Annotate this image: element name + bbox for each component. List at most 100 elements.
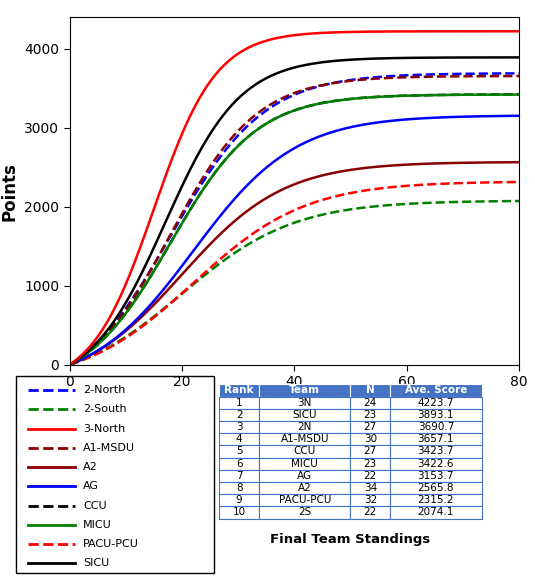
Text: SICU: SICU xyxy=(83,558,110,569)
Bar xyxy=(219,470,259,482)
Text: Rank: Rank xyxy=(224,386,254,395)
Bar xyxy=(219,494,259,507)
Bar xyxy=(350,433,390,445)
Text: 4: 4 xyxy=(236,434,242,444)
Text: 3893.1: 3893.1 xyxy=(418,410,454,420)
Bar xyxy=(259,421,350,433)
Text: 7: 7 xyxy=(236,471,242,481)
Text: 3690.7: 3690.7 xyxy=(418,422,454,432)
Text: PACU-PCU: PACU-PCU xyxy=(83,539,139,549)
Bar xyxy=(390,507,482,519)
Text: 32: 32 xyxy=(364,495,377,505)
Text: SICU: SICU xyxy=(293,410,317,420)
Text: 3423.7: 3423.7 xyxy=(418,446,454,456)
Bar xyxy=(390,482,482,494)
Bar xyxy=(259,384,350,397)
Bar xyxy=(390,494,482,507)
Bar xyxy=(350,397,390,409)
Bar xyxy=(219,397,259,409)
Text: 2565.8: 2565.8 xyxy=(418,483,454,493)
Bar xyxy=(350,482,390,494)
Bar xyxy=(350,409,390,421)
Text: MICU: MICU xyxy=(83,520,112,530)
Bar xyxy=(350,421,390,433)
Bar xyxy=(259,507,350,519)
Bar xyxy=(219,445,259,457)
Text: 3153.7: 3153.7 xyxy=(418,471,454,481)
Bar xyxy=(259,397,350,409)
Bar xyxy=(219,457,259,470)
Bar xyxy=(219,421,259,433)
Y-axis label: Points: Points xyxy=(1,162,18,221)
Text: 27: 27 xyxy=(364,446,377,456)
Bar xyxy=(259,433,350,445)
Text: 9: 9 xyxy=(236,495,242,505)
Text: 3422.6: 3422.6 xyxy=(418,459,454,468)
Text: PACU-PCU: PACU-PCU xyxy=(279,495,331,505)
Bar xyxy=(390,384,482,397)
Text: Final Team Standings: Final Team Standings xyxy=(270,533,431,546)
Bar xyxy=(219,409,259,421)
Bar xyxy=(390,409,482,421)
Bar xyxy=(219,507,259,519)
Text: 23: 23 xyxy=(364,410,377,420)
Text: Team: Team xyxy=(289,386,320,395)
Text: 22: 22 xyxy=(364,471,377,481)
Bar xyxy=(259,494,350,507)
Text: CCU: CCU xyxy=(294,446,316,456)
Text: 1: 1 xyxy=(236,398,242,408)
Text: 22: 22 xyxy=(364,508,377,518)
Bar xyxy=(350,494,390,507)
Bar xyxy=(390,445,482,457)
Bar xyxy=(259,409,350,421)
Bar xyxy=(259,470,350,482)
Text: 10: 10 xyxy=(233,508,246,518)
Bar xyxy=(219,433,259,445)
Bar xyxy=(219,482,259,494)
Text: Ave. Score: Ave. Score xyxy=(404,386,467,395)
Text: 2-North: 2-North xyxy=(83,385,126,395)
Text: A2: A2 xyxy=(298,483,311,493)
Text: AG: AG xyxy=(297,471,312,481)
Text: 5: 5 xyxy=(236,446,242,456)
Text: 6: 6 xyxy=(236,459,242,468)
Text: 2074.1: 2074.1 xyxy=(418,508,454,518)
Text: A1-MSDU: A1-MSDU xyxy=(83,443,135,453)
Bar xyxy=(390,470,482,482)
Text: 23: 23 xyxy=(364,459,377,468)
Bar xyxy=(350,445,390,457)
Bar xyxy=(259,457,350,470)
Text: CCU: CCU xyxy=(83,501,107,511)
Bar xyxy=(259,482,350,494)
Text: 8: 8 xyxy=(236,483,242,493)
X-axis label: Day: Day xyxy=(277,395,312,413)
Text: AG: AG xyxy=(83,481,100,492)
Text: A1-MSDU: A1-MSDU xyxy=(280,434,329,444)
Text: 34: 34 xyxy=(364,483,377,493)
Bar xyxy=(350,507,390,519)
Bar xyxy=(390,433,482,445)
Text: 2: 2 xyxy=(236,410,242,420)
Text: 3N: 3N xyxy=(297,398,312,408)
Text: MICU: MICU xyxy=(292,459,318,468)
Text: 3: 3 xyxy=(236,422,242,432)
Text: 27: 27 xyxy=(364,422,377,432)
Text: 2N: 2N xyxy=(297,422,312,432)
Text: 24: 24 xyxy=(364,398,377,408)
Bar xyxy=(390,397,482,409)
Bar xyxy=(390,421,482,433)
Text: 2S: 2S xyxy=(298,508,311,518)
Text: 2315.2: 2315.2 xyxy=(418,495,454,505)
Bar xyxy=(350,384,390,397)
Text: N: N xyxy=(366,386,374,395)
Bar xyxy=(259,445,350,457)
Bar xyxy=(350,470,390,482)
Text: 4223.7: 4223.7 xyxy=(418,398,454,408)
Bar xyxy=(390,457,482,470)
Text: A2: A2 xyxy=(83,462,98,472)
Text: 3657.1: 3657.1 xyxy=(418,434,454,444)
Bar xyxy=(219,384,259,397)
Text: 2-South: 2-South xyxy=(83,404,127,415)
Text: 3-North: 3-North xyxy=(83,424,126,434)
Bar xyxy=(350,457,390,470)
